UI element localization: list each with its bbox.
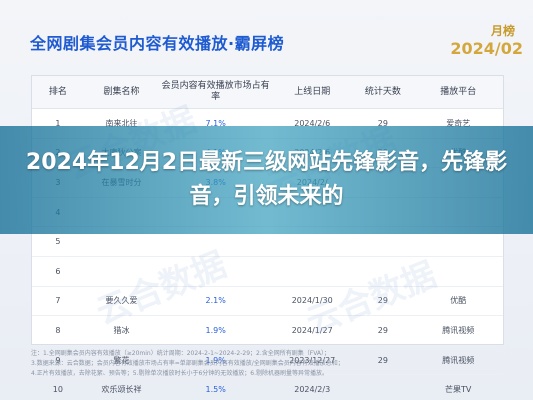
table-row: 10 欢乐颂长祥 1.5% 2024/2/3 芒果TV (32, 374, 503, 400)
cell-platform (413, 256, 503, 287)
footnote-line: 注：1.全网剧集会员内容有效播放（≥20min）统计周期：2024-2-1~20… (31, 350, 331, 357)
cell-share: 1.9% (159, 315, 273, 346)
cell-rank: 7 (32, 286, 84, 317)
cell-platform: 腾讯视频 (413, 345, 503, 376)
cell-date: 2023/12/27 (272, 345, 353, 376)
col-header-date: 上线日期 (272, 76, 353, 109)
cell-share: 1.9% (159, 345, 273, 376)
cell-platform: 优酷 (413, 286, 503, 317)
cell-share (159, 256, 273, 287)
cell-title: 繁花 (83, 345, 160, 376)
cell-rank: 8 (32, 315, 84, 346)
cell-days (352, 256, 414, 287)
cell-title: 猎冰 (83, 315, 160, 346)
cell-days: 29 (352, 286, 414, 317)
col-header-title: 剧集名称 (83, 76, 160, 109)
table-row: 8 猎冰 1.9% 2024/1/27 29 腾讯视频 (32, 315, 503, 346)
cell-date (272, 256, 353, 287)
cell-days: 29 (352, 315, 414, 346)
col-header-rank: 排名 (32, 76, 84, 109)
cell-share: 1.5% (159, 374, 273, 400)
table-row: 9 繁花 1.9% 2023/12/27 29 腾讯视频 (32, 345, 503, 376)
cell-rank: 6 (32, 256, 84, 287)
cell-days: 29 (352, 345, 414, 376)
footnote-line: 3.数据来源：云合数据；会员内容有效播放市场占有率=单部剧集会员内容有效播放/全… (31, 360, 344, 367)
table-row: 6 (32, 256, 503, 287)
cell-title: 欢乐颂长祥 (83, 374, 160, 400)
cell-rank: 9 (32, 345, 84, 376)
page-title: 全网剧集会员内容有效播放·霸屏榜 (30, 34, 285, 53)
header: 全网剧集会员内容有效播放·霸屏榜 月榜 2024/02 (0, 0, 533, 68)
footnote-line: 4.正片有效播放，去除花絮、预告等；5.剔除单次播放时长小于6分钟的无效播放；6… (31, 370, 328, 377)
col-header-days: 统计天数 (352, 76, 414, 109)
headline-banner[interactable]: 2024年12月2日最新三级网站先锋影音，先锋影音，引领未来的 (0, 126, 533, 234)
month-label: 月榜 (490, 24, 515, 38)
cell-date: 2024/1/30 (272, 286, 353, 317)
cell-title: 要久久爱 (83, 286, 160, 317)
footnote: 注：1.全网剧集会员内容有效播放（≥20min）统计周期：2024-2-1~20… (31, 349, 502, 379)
cell-date: 2024/2/3 (272, 374, 353, 400)
cell-share: 2.1% (159, 286, 273, 317)
col-header-platform: 播放平台 (413, 76, 503, 109)
cell-title (83, 256, 160, 287)
headline-text[interactable]: 2024年12月2日最新三级网站先锋影音，先锋影音，引领未来的 (25, 150, 508, 209)
cell-platform: 腾讯视频 (413, 315, 503, 346)
cell-date: 2024/1/27 (272, 315, 353, 346)
month-value: 2024/02 (450, 39, 523, 58)
table-header-row: 排名 剧集名称 会员内容有效播放市场占有率 上线日期 统计天数 播放平台 (32, 76, 503, 109)
cell-rank: 10 (32, 374, 84, 400)
table-row: 7 要久久爱 2.1% 2024/1/30 29 优酷 (32, 286, 503, 317)
cell-days (352, 374, 414, 400)
col-header-share: 会员内容有效播放市场占有率 (159, 76, 273, 109)
cell-platform: 芒果TV (413, 374, 503, 400)
